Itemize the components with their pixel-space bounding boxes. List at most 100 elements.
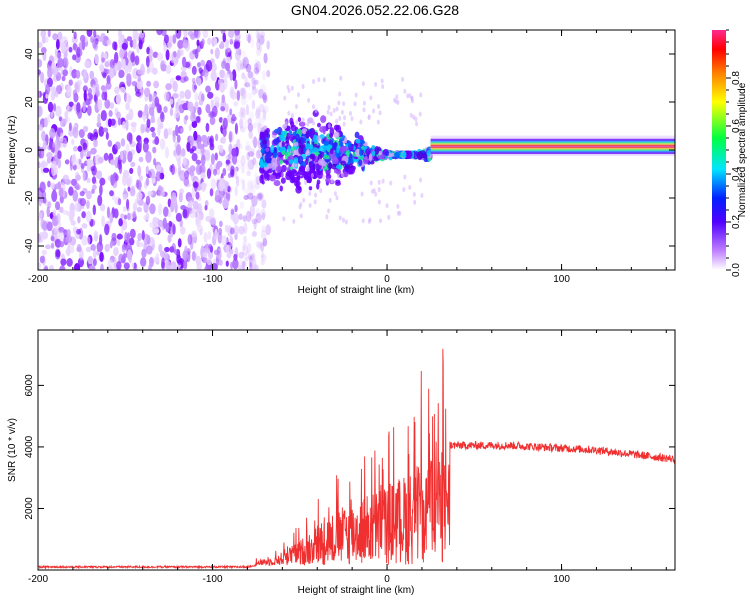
heatmap-cell xyxy=(251,257,257,269)
colorbar-tick-label: 0.6 xyxy=(731,119,742,133)
heatmap-cell xyxy=(161,257,165,269)
heatmap-cell xyxy=(122,193,127,201)
heatmap-cell xyxy=(85,210,92,223)
heatmap-cell xyxy=(172,93,179,99)
heatmap-cell xyxy=(249,255,253,268)
heatmap-cell xyxy=(222,32,227,43)
heatmap-cell xyxy=(133,262,137,269)
heatmap-cell xyxy=(211,62,217,73)
heatmap-cell xyxy=(138,175,144,182)
heatmap-cell xyxy=(265,224,271,236)
heatmap-cell xyxy=(234,122,238,135)
heatmap-cell xyxy=(180,49,184,57)
heatmap-cell xyxy=(65,234,73,244)
heatmap-cell xyxy=(242,215,248,222)
heatmap-cell xyxy=(255,240,262,248)
heatmap-cell xyxy=(74,202,80,212)
heatmap-cell xyxy=(64,159,70,165)
heatmap-cell xyxy=(254,182,260,190)
heatmap-cell xyxy=(73,31,77,40)
snr-y-tick-label: 4000 xyxy=(24,435,35,458)
heatmap-cell xyxy=(174,107,180,119)
heatmap-cell xyxy=(248,130,253,139)
heatmap-cell xyxy=(290,113,294,119)
heatmap-cell xyxy=(68,186,74,196)
heatmap-cell xyxy=(238,259,244,270)
heatmap-cell xyxy=(155,252,160,263)
heatmap-cell xyxy=(169,246,175,253)
heatmap-cell xyxy=(125,92,131,105)
heatmap-cell xyxy=(301,83,305,89)
heatmap-cell xyxy=(389,180,393,186)
heatmap-cell xyxy=(105,131,109,140)
heatmap-cell xyxy=(187,101,194,112)
heatmap-cell xyxy=(154,136,160,146)
heatmap-cell xyxy=(260,242,265,253)
heatmap-cell xyxy=(419,92,423,98)
heatmap-cell xyxy=(155,171,161,182)
heatmap-cell xyxy=(251,99,256,110)
heatmap-cell xyxy=(207,230,212,240)
heatmap-cell xyxy=(158,243,163,253)
heatmap-cell xyxy=(91,176,97,184)
heatmap-cell xyxy=(38,41,43,49)
heatmap-cell xyxy=(377,199,381,205)
heatmap-cell xyxy=(251,122,258,129)
heatmap-cell xyxy=(58,116,62,122)
heatmap-cell xyxy=(83,70,87,79)
heatmap-cell xyxy=(145,150,152,163)
heatmap-cell xyxy=(212,168,218,176)
heatmap-cell xyxy=(162,206,169,218)
heatmap-cell xyxy=(116,261,122,270)
heatmap-cell xyxy=(38,262,42,270)
tracking-line-halo xyxy=(430,135,675,156)
heatmap-cell xyxy=(93,128,98,141)
heatmap-cell xyxy=(301,117,305,123)
heatmap-cell xyxy=(56,52,62,60)
heatmap-cell xyxy=(350,116,354,122)
heatmap-cell xyxy=(193,30,199,39)
heatmap-cell xyxy=(420,192,424,198)
heatmap-cell xyxy=(239,106,244,119)
heatmap-cell xyxy=(82,171,86,182)
heatmap-cell xyxy=(335,195,339,201)
heatmap-cell xyxy=(224,39,230,48)
heatmap-cell xyxy=(210,178,217,190)
heatmap-cell xyxy=(247,117,253,125)
heatmap-cell xyxy=(48,140,53,150)
heatmap-cell xyxy=(258,34,265,45)
heatmap-cell xyxy=(261,70,266,81)
heatmap-cell xyxy=(242,241,246,251)
heatmap-cell xyxy=(249,185,256,196)
heatmap-cell xyxy=(338,115,342,121)
heatmap-cell xyxy=(46,152,53,159)
heatmap-cell xyxy=(87,87,93,95)
heatmap-cell xyxy=(55,249,61,258)
heatmap-cell xyxy=(149,256,154,268)
heatmap-cell xyxy=(38,145,42,157)
heatmap-cell xyxy=(202,69,209,77)
heatmap-cell xyxy=(145,195,151,206)
heatmap-cell xyxy=(247,71,254,79)
heatmap-cell xyxy=(242,107,246,120)
heatmap-cell xyxy=(229,235,234,247)
heatmap-cell xyxy=(191,145,197,152)
heatmap-cell xyxy=(38,233,42,243)
heatmap-cell xyxy=(195,215,200,225)
heatmap-cell xyxy=(91,184,97,190)
heatmap-cell xyxy=(342,101,346,107)
heatmap-cell xyxy=(86,150,92,157)
heatmap-cell xyxy=(299,202,303,208)
heatmap-cell xyxy=(251,195,258,207)
heatmap-cell xyxy=(312,79,316,85)
heatmap-cell xyxy=(68,101,74,107)
heatmap-cell xyxy=(66,258,73,267)
heatmap-cell xyxy=(142,141,149,153)
heatmap-cell xyxy=(251,82,256,90)
heatmap-cell xyxy=(377,187,381,193)
heatmap-cell xyxy=(394,151,400,159)
heatmap-cell xyxy=(241,72,246,80)
heatmap-cell xyxy=(172,34,177,44)
heatmap-cell xyxy=(181,56,187,68)
heatmap-cell xyxy=(146,80,151,87)
